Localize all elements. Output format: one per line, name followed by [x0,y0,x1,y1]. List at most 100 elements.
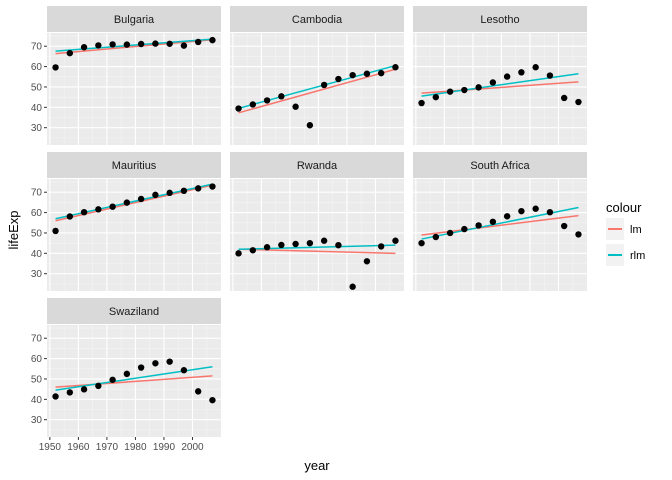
data-point [432,93,440,101]
data-point [109,203,116,210]
data-point [137,195,145,203]
y-tick-label: 60 [31,62,43,73]
data-point [180,42,188,49]
strip-label: Rwanda [297,160,338,172]
legend-label-rlm: rlm [630,250,645,262]
data-point [109,376,116,383]
data-point [392,64,399,71]
x-tick-label: 1990 [153,442,176,453]
data-point [66,389,74,396]
data-point [377,243,385,250]
data-point [52,227,59,235]
x-tick-label: 1980 [124,442,147,453]
data-point [546,208,554,216]
data-point [180,367,188,374]
data-point [546,72,554,79]
data-point [209,36,216,44]
data-point [418,99,425,107]
data-point [518,207,525,215]
data-point [292,103,299,110]
data-point [292,240,299,248]
data-point [446,88,454,95]
legend-label-lm: lm [630,224,642,236]
y-tick-label: 40 [31,249,43,260]
y-tick-label: 70 [31,42,43,53]
lm-fit-line [238,248,396,255]
data-point [432,233,440,241]
data-point [95,42,102,49]
data-point [392,237,399,244]
data-point [335,75,342,83]
data-point [306,239,314,247]
data-point [194,38,202,46]
data-point [320,81,328,89]
data-point [95,382,102,390]
data-point [278,241,285,249]
strip-label: Lesotho [480,14,519,26]
data-point [180,187,188,195]
data-point [363,258,371,265]
data-point [518,69,525,76]
y-tick-label: 60 [31,208,43,219]
data-point [278,93,285,100]
data-point [560,94,568,102]
data-point [575,231,582,238]
data-point [166,358,173,365]
data-point [152,40,159,47]
strip-background [47,298,221,324]
panel-rwanda: Rwanda [230,152,404,291]
data-point [560,222,568,230]
panel-lesotho: Lesotho [413,6,587,145]
y-tick-label: 30 [31,415,43,426]
y-tick-label: 50 [31,82,43,93]
data-point [475,222,482,229]
lm-fit-line [55,38,213,55]
strip-background [413,152,587,178]
data-point [80,44,88,51]
strip-background [47,152,221,178]
x-tick-label: 1950 [39,442,62,453]
data-point [249,247,257,254]
strip-background [230,6,404,32]
data-point [152,191,159,199]
x-tick-label: 1970 [96,442,119,453]
strip-label: Mauritius [112,160,157,172]
data-point [377,69,385,77]
data-point [123,370,131,378]
data-point [263,244,271,251]
panel-south-africa: South Africa [413,152,587,291]
y-tick-label: 30 [31,269,43,280]
data-point [209,396,216,404]
strip-label: Swaziland [109,306,159,318]
y-tick-label: 40 [31,395,43,406]
y-tick-label: 30 [31,123,43,134]
data-point [235,250,242,257]
y-tick-label: 60 [31,354,43,365]
data-point [95,206,102,213]
facet-panels: Bulgaria 30 40 50 60 70 Cambodia Lesotho Mauriti… [31,6,587,453]
data-point [489,79,497,86]
data-point [209,183,216,190]
y-tick-label: 50 [31,228,43,239]
data-point [80,386,88,393]
data-point [194,388,202,395]
data-point [66,213,74,220]
lm-fit-line [238,68,396,114]
data-point [109,41,116,48]
data-point [263,97,271,104]
lm-fit-line [55,375,213,388]
y-tick-label: 70 [31,334,43,345]
strip-label: South Africa [470,160,530,172]
data-point [137,364,145,371]
data-point [66,49,74,57]
data-point [152,360,159,367]
y-tick-label: 40 [31,103,43,114]
data-point [349,71,356,79]
data-point [349,283,356,290]
data-point [249,101,257,108]
data-point [52,64,59,71]
data-point [461,86,468,94]
data-point [418,239,425,247]
data-point [123,199,131,206]
data-point [532,205,539,212]
